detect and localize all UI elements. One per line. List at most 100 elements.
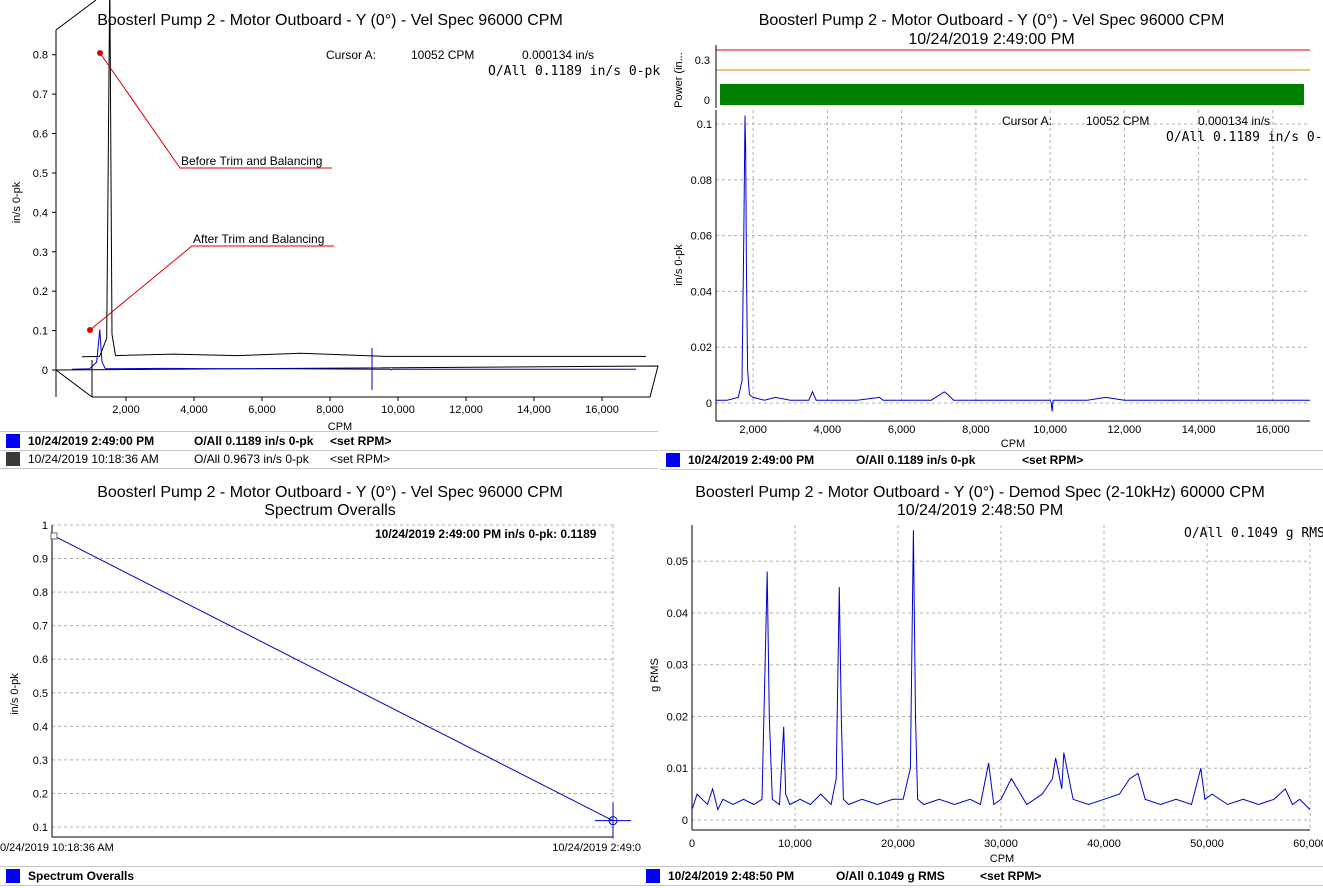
panel2-cursor-cpm: 10052 CPM xyxy=(1086,114,1150,128)
panel1-legend-row-2[interactable]: 10/24/2019 10:18:36 AM O/All 0.9673 in/s… xyxy=(0,450,658,469)
panel3-y-label: in/s 0-pk xyxy=(9,673,21,715)
panel3-y-tick-label: 1 xyxy=(42,520,48,532)
annotation-before: Before Trim and Balancing xyxy=(181,154,323,168)
panel1-y-tick-label: 0.4 xyxy=(33,207,48,219)
legend-swatch xyxy=(6,452,20,466)
power-bar xyxy=(720,84,1304,105)
panel1-y-label: in/s 0-pk xyxy=(11,181,23,223)
panel3-y-tick-label: 0.4 xyxy=(33,721,48,733)
panel4-x-tick-label: 0 xyxy=(689,838,695,850)
panel2-y-tick-label: 0.1 xyxy=(697,119,712,131)
legend-date: 10/24/2019 2:48:50 PM xyxy=(668,869,795,883)
panel3-x-tick-label: 10/24/2019 2:49:0 xyxy=(552,842,641,854)
panel2-x-tick-label: 8,000 xyxy=(962,424,990,436)
panel4-y-tick-label: 0.01 xyxy=(667,763,688,775)
panel3-y-tick-label: 0.9 xyxy=(33,554,48,566)
panel1-x-tick-label: 12,000 xyxy=(449,404,483,416)
legend-rpm: <set RPM> xyxy=(980,869,1042,883)
panel4-y-label: g RMS xyxy=(649,658,661,692)
panel2-y-tick-label: 0.06 xyxy=(691,231,712,243)
panel2-legend-row[interactable]: 10/24/2019 2:49:00 PM O/All 0.1189 in/s … xyxy=(660,450,1323,470)
panel4-x-tick-label: 20,000 xyxy=(881,838,915,850)
panel4-y-tick-label: 0.04 xyxy=(667,608,688,620)
panel3-series xyxy=(53,535,614,822)
legend-swatch xyxy=(646,869,660,883)
legend-label: Spectrum Overalls xyxy=(28,869,135,883)
panel3-y-tick-label: 0.1 xyxy=(33,822,48,834)
panel4-y-tick-label: 0 xyxy=(682,815,688,827)
panel1-x-tick-label: 6,000 xyxy=(248,404,276,416)
panel1-x-tick-label: 4,000 xyxy=(180,404,208,416)
panel1-chart[interactable]: 0 0.1 0.2 0.3 0.4 0.5 0.6 0.7 0.8 2,000 4,000 6,000… xyxy=(0,0,660,433)
legend-rpm: <set RPM> xyxy=(330,452,391,466)
panel3-header: 10/24/2019 2:49:00 PM in/s 0-pk: 0.1189 xyxy=(375,527,597,541)
panel1-y-tick-label: 0.1 xyxy=(33,326,48,338)
panel4-x-tick-label: 10,000 xyxy=(778,838,812,850)
panel1-x-tick-label: 2,000 xyxy=(112,404,140,416)
panel2-y-tick-label: 0.08 xyxy=(691,175,712,187)
legend-swatch xyxy=(6,434,20,448)
panel4-x-tick-label: 40,000 xyxy=(1087,838,1121,850)
panel2-subtitle: 10/24/2019 2:49:00 PM xyxy=(908,31,1075,48)
annotation-after-leader xyxy=(89,245,334,331)
panel1-x-label: CPM xyxy=(328,421,352,433)
panel4-series xyxy=(691,530,1311,812)
legend-swatch xyxy=(6,869,20,883)
panel4-y-tick-label: 0.03 xyxy=(667,660,688,672)
panel4-y-tick-label: 0.05 xyxy=(667,556,688,568)
panel2-series xyxy=(716,115,1310,412)
panel4-legend-row[interactable]: 10/24/2019 2:48:50 PM O/All 0.1049 g RMS… xyxy=(640,866,1323,886)
annotation-before-leader xyxy=(99,52,332,169)
panel1-y-tick-label: 0 xyxy=(42,365,48,377)
panel2-x-tick-label: 14,000 xyxy=(1182,424,1216,436)
power-tick-label: 0 xyxy=(704,95,710,107)
panel3-title: Boosterl Pump 2 - Motor Outboard - Y (0°… xyxy=(97,484,563,501)
power-tick-label: 0.3 xyxy=(695,55,710,67)
legend-rpm: <set RPM> xyxy=(330,434,392,448)
panel3-point xyxy=(50,532,58,540)
panel2-chart[interactable]: 0.3 0 Power (in... 0 0.02 0.04 0.06 0.08 0.1 2,00… xyxy=(660,0,1323,450)
panel3-legend-row[interactable]: Spectrum Overalls xyxy=(0,866,658,886)
panel2-cursor-label: Cursor A: xyxy=(1002,114,1053,128)
panel1-x-tick-label: 14,000 xyxy=(517,404,551,416)
legend-overall: O/All 0.1189 in/s 0-pk xyxy=(194,434,314,448)
panel2-x-tick-label: 4,000 xyxy=(814,424,842,436)
panel1-title: Boosterl Pump 2 - Motor Outboard - Y (0°… xyxy=(97,12,563,29)
panel1-cursor-cpm: 10052 CPM xyxy=(411,48,475,62)
panel2-y-tick-label: 0 xyxy=(706,398,712,410)
legend-date: 10/24/2019 2:49:00 PM xyxy=(688,453,815,467)
panel1-y-tick-label: 0.7 xyxy=(33,89,48,101)
panel2-x-label: CPM xyxy=(1001,438,1025,450)
panel2-x-tick-label: 10,000 xyxy=(1033,424,1067,436)
panel1-x-tick-label: 10,000 xyxy=(381,404,415,416)
panel3-y-tick-label: 0.8 xyxy=(33,587,48,599)
legend-overall: O/All 0.9673 in/s 0-pk xyxy=(194,452,309,466)
panel1-floor xyxy=(54,365,659,398)
panel4-x-tick-label: 30,000 xyxy=(984,838,1018,850)
panel4-overall: O/All 0.1049 g RMS xyxy=(1184,526,1323,541)
panel4-chart[interactable]: 0 0.01 0.02 0.03 0.04 0.05 0 10,000 20,000 30,000… xyxy=(649,470,1323,870)
annotation-after-marker xyxy=(87,327,93,333)
panel3-chart[interactable]: 0.1 0.2 0.3 0.4 0.5 0.6 0.7 0.8 0.9 1 0/24/2019 10… xyxy=(0,470,660,870)
panel1-cursor-label: Cursor A: xyxy=(326,48,377,62)
panel1-y-tick-label: 0.5 xyxy=(33,168,48,180)
panel1-x-tick-label: 16,000 xyxy=(585,404,619,416)
panel4-x-tick-label: 50,000 xyxy=(1190,838,1224,850)
panel1-series-after xyxy=(71,329,636,371)
annotation-after: After Trim and Balancing xyxy=(193,232,325,246)
panel4-x-label: CPM xyxy=(990,853,1014,865)
panel1-y-axis-top xyxy=(55,0,97,31)
panel3-y-tick-label: 0.5 xyxy=(33,688,48,700)
panel3-x-tick-label: 0/24/2019 10:18:36 AM xyxy=(0,842,114,854)
legend-rpm: <set RPM> xyxy=(1022,453,1084,467)
legend-date: 10/24/2019 2:49:00 PM xyxy=(28,434,155,448)
panel1-y-tick-label: 0.6 xyxy=(33,129,48,141)
legend-overall: O/All 0.1049 g RMS xyxy=(836,869,945,883)
panel1-legend-row-1[interactable]: 10/24/2019 2:49:00 PM O/All 0.1189 in/s … xyxy=(0,431,658,451)
panel2-x-tick-label: 16,000 xyxy=(1256,424,1290,436)
panel3-y-tick-label: 0.6 xyxy=(33,654,48,666)
panel2-y-tick-label: 0.04 xyxy=(691,286,712,298)
panel3-y-tick-label: 0.7 xyxy=(33,621,48,633)
annotation-before-marker xyxy=(97,50,103,56)
panel2-x-tick-label: 6,000 xyxy=(888,424,916,436)
